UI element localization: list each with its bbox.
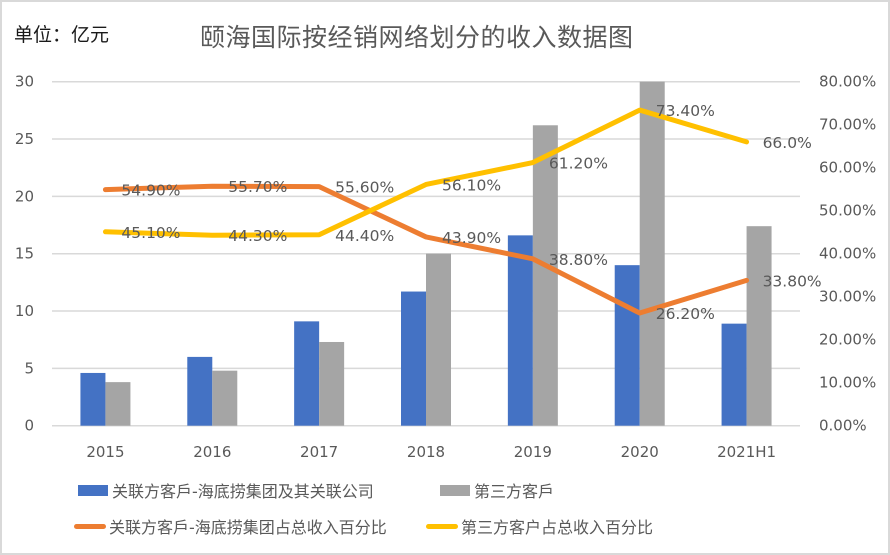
left-tick-label: 25 — [15, 130, 34, 148]
bar-related-party — [80, 372, 106, 426]
data-label: 45.10% — [121, 224, 180, 242]
data-label: 33.80% — [763, 272, 822, 290]
data-label: 55.70% — [228, 178, 287, 196]
right-tick-label: 60.00% — [819, 159, 876, 177]
x-tick-label: 2016 — [193, 443, 231, 461]
legend-item-third-party-revenue: 第三方客戶 — [440, 478, 554, 502]
right-tick-label: 20.00% — [819, 331, 876, 349]
x-tick-label: 2015 — [86, 443, 124, 461]
bars — [80, 81, 772, 426]
bar-related-party — [507, 235, 533, 426]
right-tick-label: 30.00% — [819, 288, 876, 306]
x-tick-label: 2017 — [300, 443, 338, 461]
left-tick-label: 15 — [15, 245, 34, 263]
legend-label: 第三方客戶 — [474, 482, 555, 501]
legend-label: 关联方客戶-海底捞集团占总收入百分比 — [109, 518, 387, 537]
lines — [102, 107, 750, 316]
legend-item-third-party-share: 第三方客户占总收入百分比 — [426, 514, 653, 538]
data-label: 56.10% — [442, 176, 501, 194]
data-label: 55.60% — [335, 179, 394, 197]
legend-swatch — [74, 523, 106, 529]
line-third-party-share — [102, 107, 750, 238]
bar-related-party — [294, 321, 320, 426]
legend-swatch — [78, 484, 108, 496]
right-tick-label: 70.00% — [819, 116, 876, 134]
data-label: 38.80% — [549, 251, 608, 269]
data-label: 26.20% — [656, 305, 715, 323]
x-tick-label: 2019 — [514, 443, 552, 461]
data-label: 44.30% — [228, 227, 287, 245]
bar-related-party — [721, 323, 747, 426]
bar-third-party — [532, 125, 558, 426]
line-related-share — [102, 183, 750, 316]
left-axis-ticks: 0 5 10 15 20 25 30 — [15, 73, 34, 435]
right-tick-label: 10.00% — [819, 374, 876, 392]
left-tick-label: 20 — [15, 187, 34, 205]
left-tick-label: 30 — [15, 73, 34, 91]
bar-third-party — [639, 81, 665, 426]
left-tick-label: 0 — [24, 417, 34, 435]
legend-label: 关联方客戶-海底捞集团及其关联公司 — [112, 482, 374, 501]
legend-item-related-revenue: 关联方客戶-海底捞集团及其关联公司 — [78, 478, 374, 502]
legend-swatch — [426, 523, 458, 529]
legend-label: 第三方客户占总收入百分比 — [461, 518, 654, 537]
data-label: 66.0% — [763, 134, 812, 152]
left-tick-label: 5 — [24, 359, 34, 377]
bar-related-party — [401, 291, 426, 426]
data-label: 54.90% — [121, 182, 180, 200]
bar-third-party — [426, 253, 451, 426]
left-tick-label: 10 — [15, 302, 34, 320]
right-tick-label: 0.00% — [819, 417, 867, 435]
right-tick-label: 40.00% — [819, 245, 876, 263]
x-tick-label: 2021H1 — [717, 443, 776, 461]
chart-title: 颐海国际按经销网络划分的收入数据图 — [200, 23, 634, 52]
right-axis-ticks: 0.00% 10.00% 20.00% 30.00% 40.00% 50.00% 60.00… — [819, 73, 876, 435]
data-label: 44.40% — [335, 227, 394, 245]
right-tick-label: 80.00% — [819, 73, 876, 91]
bar-third-party — [105, 382, 131, 426]
data-label: 61.20% — [549, 155, 608, 173]
data-label: 73.40% — [656, 102, 715, 120]
data-label: 43.90% — [442, 229, 501, 247]
bar-third-party — [319, 341, 345, 426]
legend-item-related-share: 关联方客戶-海底捞集团占总收入百分比 — [74, 514, 387, 538]
x-axis-ticks: 2015 2016 2017 2018 2019 2020 2021H1 — [86, 443, 776, 461]
bar-third-party — [212, 370, 238, 426]
x-tick-label: 2018 — [407, 443, 445, 461]
bar-related-party — [187, 356, 213, 426]
x-tick-label: 2020 — [621, 443, 659, 461]
legend-swatch — [440, 484, 470, 496]
bar-third-party — [746, 226, 772, 426]
unit-label: 单位：亿元 — [14, 24, 110, 46]
data-labels: 54.90% 55.70% 55.60% 43.90% 38.80% 26.20% 33.8… — [121, 102, 821, 323]
bar-related-party — [614, 265, 640, 426]
right-tick-label: 50.00% — [819, 202, 876, 220]
